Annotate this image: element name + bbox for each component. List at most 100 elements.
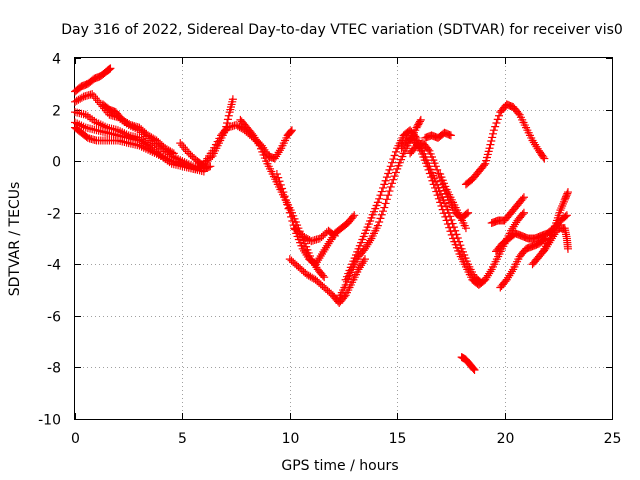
data-point	[125, 120, 134, 129]
data-point	[169, 149, 178, 158]
data-point	[254, 139, 263, 148]
data-point	[384, 191, 393, 200]
data-point	[176, 139, 185, 148]
data-point	[563, 189, 572, 198]
data-point	[485, 144, 494, 153]
data-point	[424, 145, 433, 154]
data-point	[487, 137, 496, 146]
data-point	[390, 172, 399, 181]
data-point	[360, 255, 369, 264]
data-point	[314, 256, 323, 265]
data-point	[519, 208, 528, 217]
data-point	[559, 197, 568, 206]
data-point	[518, 194, 527, 203]
data-point	[505, 271, 514, 280]
data-point	[377, 210, 386, 219]
data-point	[198, 161, 207, 170]
data-point	[389, 175, 398, 184]
data-point	[330, 231, 339, 240]
data-point	[432, 187, 441, 196]
series-track-y	[539, 188, 572, 256]
data-point	[436, 198, 445, 207]
data-point	[306, 272, 315, 281]
data-point	[504, 273, 513, 282]
data-point	[123, 118, 132, 127]
data-point	[493, 115, 502, 124]
data-point	[288, 216, 297, 225]
data-point	[486, 140, 495, 149]
data-point	[489, 126, 498, 135]
data-point	[376, 214, 385, 223]
series-track-a	[71, 64, 115, 96]
data-point	[93, 96, 102, 105]
data-point	[529, 138, 538, 147]
data-point	[177, 141, 186, 150]
data-point	[518, 210, 527, 219]
data-point	[300, 232, 309, 241]
data-point	[147, 133, 156, 142]
data-point	[311, 260, 320, 269]
data-point	[563, 244, 572, 253]
data-marks	[71, 64, 572, 375]
data-point	[287, 127, 296, 136]
data-point	[312, 258, 321, 267]
data-point	[364, 238, 373, 247]
data-point	[275, 146, 284, 155]
data-point	[350, 211, 359, 220]
data-point	[253, 137, 262, 146]
data-point	[320, 245, 329, 254]
data-point	[528, 136, 537, 145]
y-tick-label: -2	[47, 207, 61, 223]
data-point	[539, 153, 548, 162]
data-point	[373, 198, 382, 207]
data-point	[71, 97, 79, 106]
data-point	[382, 173, 391, 182]
data-point	[506, 269, 515, 278]
data-point	[508, 224, 517, 233]
data-point	[445, 223, 454, 232]
data-point	[479, 161, 488, 170]
data-point	[363, 240, 372, 249]
y-tick-label: -6	[47, 310, 61, 326]
series-track-l	[285, 255, 369, 307]
data-point	[514, 109, 523, 118]
data-point	[562, 211, 571, 220]
data-point	[118, 115, 127, 124]
data-point	[315, 254, 324, 263]
data-point	[119, 116, 128, 125]
data-point	[164, 146, 173, 155]
data-point	[483, 271, 492, 280]
data-point	[464, 208, 473, 217]
data-point	[272, 170, 281, 179]
data-point	[398, 142, 407, 151]
data-point	[232, 121, 241, 130]
data-point	[166, 147, 175, 156]
data-point	[249, 131, 258, 140]
x-axis-label: GPS time / hours	[281, 458, 398, 474]
data-point	[379, 183, 388, 192]
data-point	[279, 188, 288, 197]
data-point	[327, 235, 336, 244]
data-point	[366, 236, 375, 245]
data-point	[91, 94, 100, 103]
data-point	[380, 180, 389, 189]
x-tick-label: 10	[282, 431, 300, 447]
data-point	[446, 131, 455, 140]
data-point	[319, 247, 328, 256]
data-point	[285, 208, 294, 217]
data-point	[308, 273, 317, 282]
data-point	[401, 138, 410, 147]
data-point	[302, 270, 311, 279]
data-point	[325, 237, 334, 246]
chart-title: Day 316 of 2022, Sidereal Day-to-day VTE…	[61, 22, 623, 38]
data-point	[275, 177, 284, 186]
data-point	[400, 140, 409, 149]
data-point	[284, 204, 293, 213]
data-point	[359, 257, 368, 266]
data-point	[299, 246, 308, 255]
data-point	[233, 122, 242, 131]
data-point	[410, 136, 419, 145]
data-point	[507, 267, 516, 276]
